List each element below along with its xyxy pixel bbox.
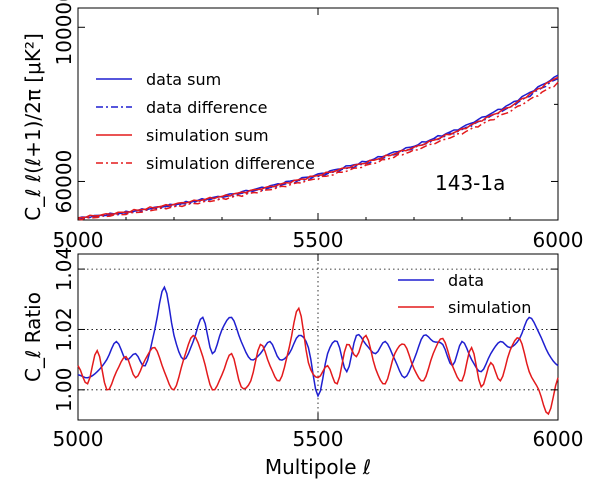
- bottom-ytick-label: 1.00: [52, 368, 76, 413]
- top-panel: 60000 100000 5000 5500 6000 C_ℓ ℓ(ℓ+1)/2…: [21, 0, 583, 252]
- bottom-panel: 1.00 1.02 1.04 5000 5500 6000 Multipole …: [21, 247, 583, 479]
- series-line-simulation-difference: [77, 81, 559, 221]
- top-ytick-label: 60000: [52, 150, 76, 214]
- panel-annotation: 143-1a: [435, 171, 505, 195]
- bottom-y-axis-title: C_ℓ Ratio: [21, 292, 45, 382]
- legend-label-simulation-difference: simulation difference: [146, 154, 315, 173]
- top-xtick-label: 5000: [53, 228, 104, 252]
- legend-label-data-sum: data sum: [146, 70, 221, 89]
- series-line-simulation-sum: [77, 76, 559, 219]
- top-xtick-label: 5500: [293, 228, 344, 252]
- top-xtick-label: 6000: [533, 228, 584, 252]
- series-line-simulation: [77, 306, 559, 416]
- top-ytick-label: 100000: [52, 0, 76, 65]
- top-ticks-group: [77, 8, 559, 220]
- top-legend: data sum data difference simulation sum …: [96, 70, 315, 173]
- bottom-ytick-label: 1.04: [52, 247, 76, 292]
- legend-label-simulation-sum: simulation sum: [146, 126, 269, 145]
- top-series-group: [77, 74, 559, 221]
- bottom-grid-group: [78, 254, 558, 420]
- legend-label-data-difference: data difference: [146, 98, 267, 117]
- bottom-xtick-label: 5500: [293, 427, 344, 451]
- series-line-data: [77, 285, 559, 398]
- top-plot-frame: [77, 7, 559, 221]
- bottom-x-axis-title: Multipole ℓ: [265, 455, 371, 479]
- bottom-legend: data simulation: [398, 271, 531, 317]
- legend-label-simulation: simulation: [448, 298, 531, 317]
- bottom-xtick-label: 6000: [533, 427, 584, 451]
- bottom-series-group: [77, 285, 559, 416]
- bottom-ytick-label: 1.02: [52, 307, 76, 352]
- bottom-ticks-group: [77, 254, 559, 420]
- bottom-xtick-label: 5000: [53, 427, 104, 451]
- top-y-axis-title: C_ℓ ℓ(ℓ+1)/2π [μK²]: [21, 33, 45, 221]
- legend-label-data: data: [448, 271, 484, 290]
